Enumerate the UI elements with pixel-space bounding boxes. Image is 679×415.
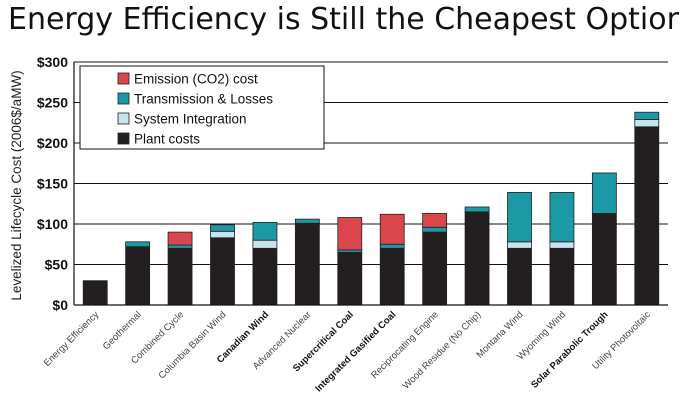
y-tick-label: $100 [37,216,68,232]
x-tick-label: Solar Parabolic Trough [529,309,610,390]
bar-segment [294,218,320,224]
bar-segment [210,237,235,306]
y-tick-label: $0 [52,297,68,313]
bar-segment [591,172,617,214]
bar-segment [252,247,278,306]
bar-segment [549,241,575,249]
bar-segment [379,243,405,249]
x-tick-label: Integrated Gasified Coal [313,309,398,394]
bar-segment [634,111,660,120]
legend-swatch [117,92,130,105]
bar-segment [167,244,193,249]
bar-segment [422,226,448,233]
bar-segment [294,222,320,306]
x-tick-label: Wood Residue (No Chip) [401,309,483,391]
bar-segment [252,239,278,249]
bar-segment [507,241,532,249]
chart-title: Energy Efficiency is Still the Cheapest … [8,2,679,37]
x-tick-label: Energy Efficiency [42,309,102,369]
bar-segment [379,213,405,245]
legend-swatch [117,112,130,125]
x-tick-label: Geothermal [101,309,144,352]
legend-label: Transmission & Losses [134,92,273,107]
bar-segment [167,247,193,306]
legend-swatch [117,72,130,85]
bar-segment [379,247,405,306]
bar-segment [549,247,575,306]
bar-segment [125,241,151,248]
legend-swatch [117,132,130,145]
y-axis-label: Levelized Lifecycle Cost (2006$/aMW) [9,70,24,300]
bar-segment [549,192,575,243]
legend-label: Plant costs [134,132,200,147]
bar-segment [591,213,617,306]
y-tick-label: $300 [37,54,68,70]
bar-segment [167,231,193,246]
bar-segment [210,230,235,239]
y-tick-label: $50 [45,257,69,273]
y-tick-label: $200 [37,135,68,151]
legend-label: System Integration [134,112,247,127]
bar-segment [252,221,278,241]
bar-segment [337,217,363,251]
bar-segment [464,211,490,306]
y-tick-label: $250 [37,95,68,111]
bar-segment [422,213,448,228]
legend-label: Emission (CO2) cost [134,72,258,87]
bar-segment [210,224,235,232]
bar-segment [634,126,660,306]
bar-segment [634,119,660,128]
bar-segment [337,251,363,306]
bar-segment [82,280,108,306]
bar-segment [125,246,151,306]
bar-segment [507,247,532,306]
bar-segment [422,231,448,306]
y-tick-label: $150 [37,176,68,192]
bar-segment [507,192,532,243]
bar-segment [464,206,490,213]
